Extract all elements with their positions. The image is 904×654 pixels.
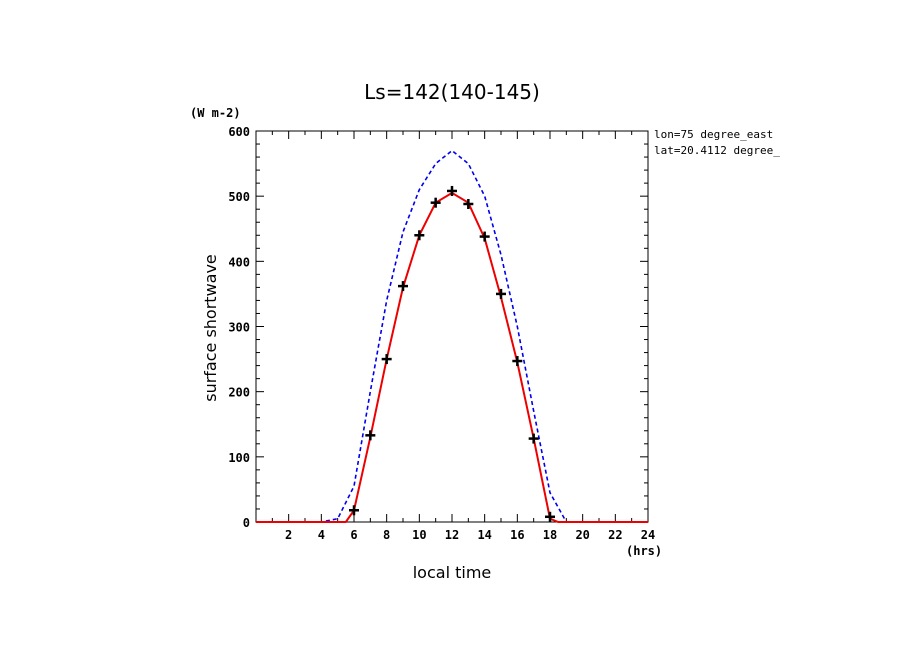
marker-point [528, 433, 539, 444]
series-group [256, 149, 648, 523]
y-tick-label: 400 [228, 255, 250, 269]
marker-point [496, 288, 506, 299]
series-line-solid [256, 191, 648, 523]
y-tick-label: 200 [228, 386, 250, 400]
x-unit-label: (hrs) [626, 544, 662, 558]
marker-point [414, 230, 425, 241]
x-tick-label: 10 [412, 528, 426, 542]
y-axis-label: surface shortwave [201, 254, 220, 402]
x-tick-label: 24 [641, 528, 655, 542]
marker-point [479, 231, 490, 242]
marker-point [512, 356, 523, 367]
x-tick-label: 16 [510, 528, 524, 542]
marker-point [463, 198, 474, 209]
x-tick-label: 22 [608, 528, 622, 542]
marker-point [545, 511, 555, 522]
x-tick-label: 8 [383, 528, 390, 542]
x-axis-label: local time [413, 563, 492, 582]
marker-point [365, 430, 376, 441]
annotation-lat: lat=20.4112 degree_ [654, 144, 780, 157]
x-tick-label: 6 [350, 528, 357, 542]
x-tick-label: 14 [477, 528, 491, 542]
x-tick-label: 12 [445, 528, 459, 542]
x-tick-label: 2 [285, 528, 292, 542]
x-tick-label: 4 [318, 528, 325, 542]
y-tick-label: 0 [243, 516, 250, 530]
marker-point [447, 185, 457, 196]
annotation-lon: lon=75 degree_east [654, 128, 773, 141]
y-tick-label: 300 [228, 321, 250, 335]
x-tick-label: 18 [543, 528, 557, 542]
chart-title: Ls=142(140-145) [364, 80, 540, 104]
y-tick-label: 600 [228, 125, 250, 139]
y-tick-label: 500 [228, 190, 250, 204]
marker-point [349, 505, 359, 516]
marker-point [398, 281, 408, 292]
marker-point [381, 354, 392, 365]
y-tick-label: 100 [228, 451, 250, 465]
series-line-dashed [256, 149, 648, 523]
y-unit-label: (W m-2) [190, 106, 241, 120]
x-tick-label: 20 [575, 528, 589, 542]
marker-point [430, 197, 441, 208]
